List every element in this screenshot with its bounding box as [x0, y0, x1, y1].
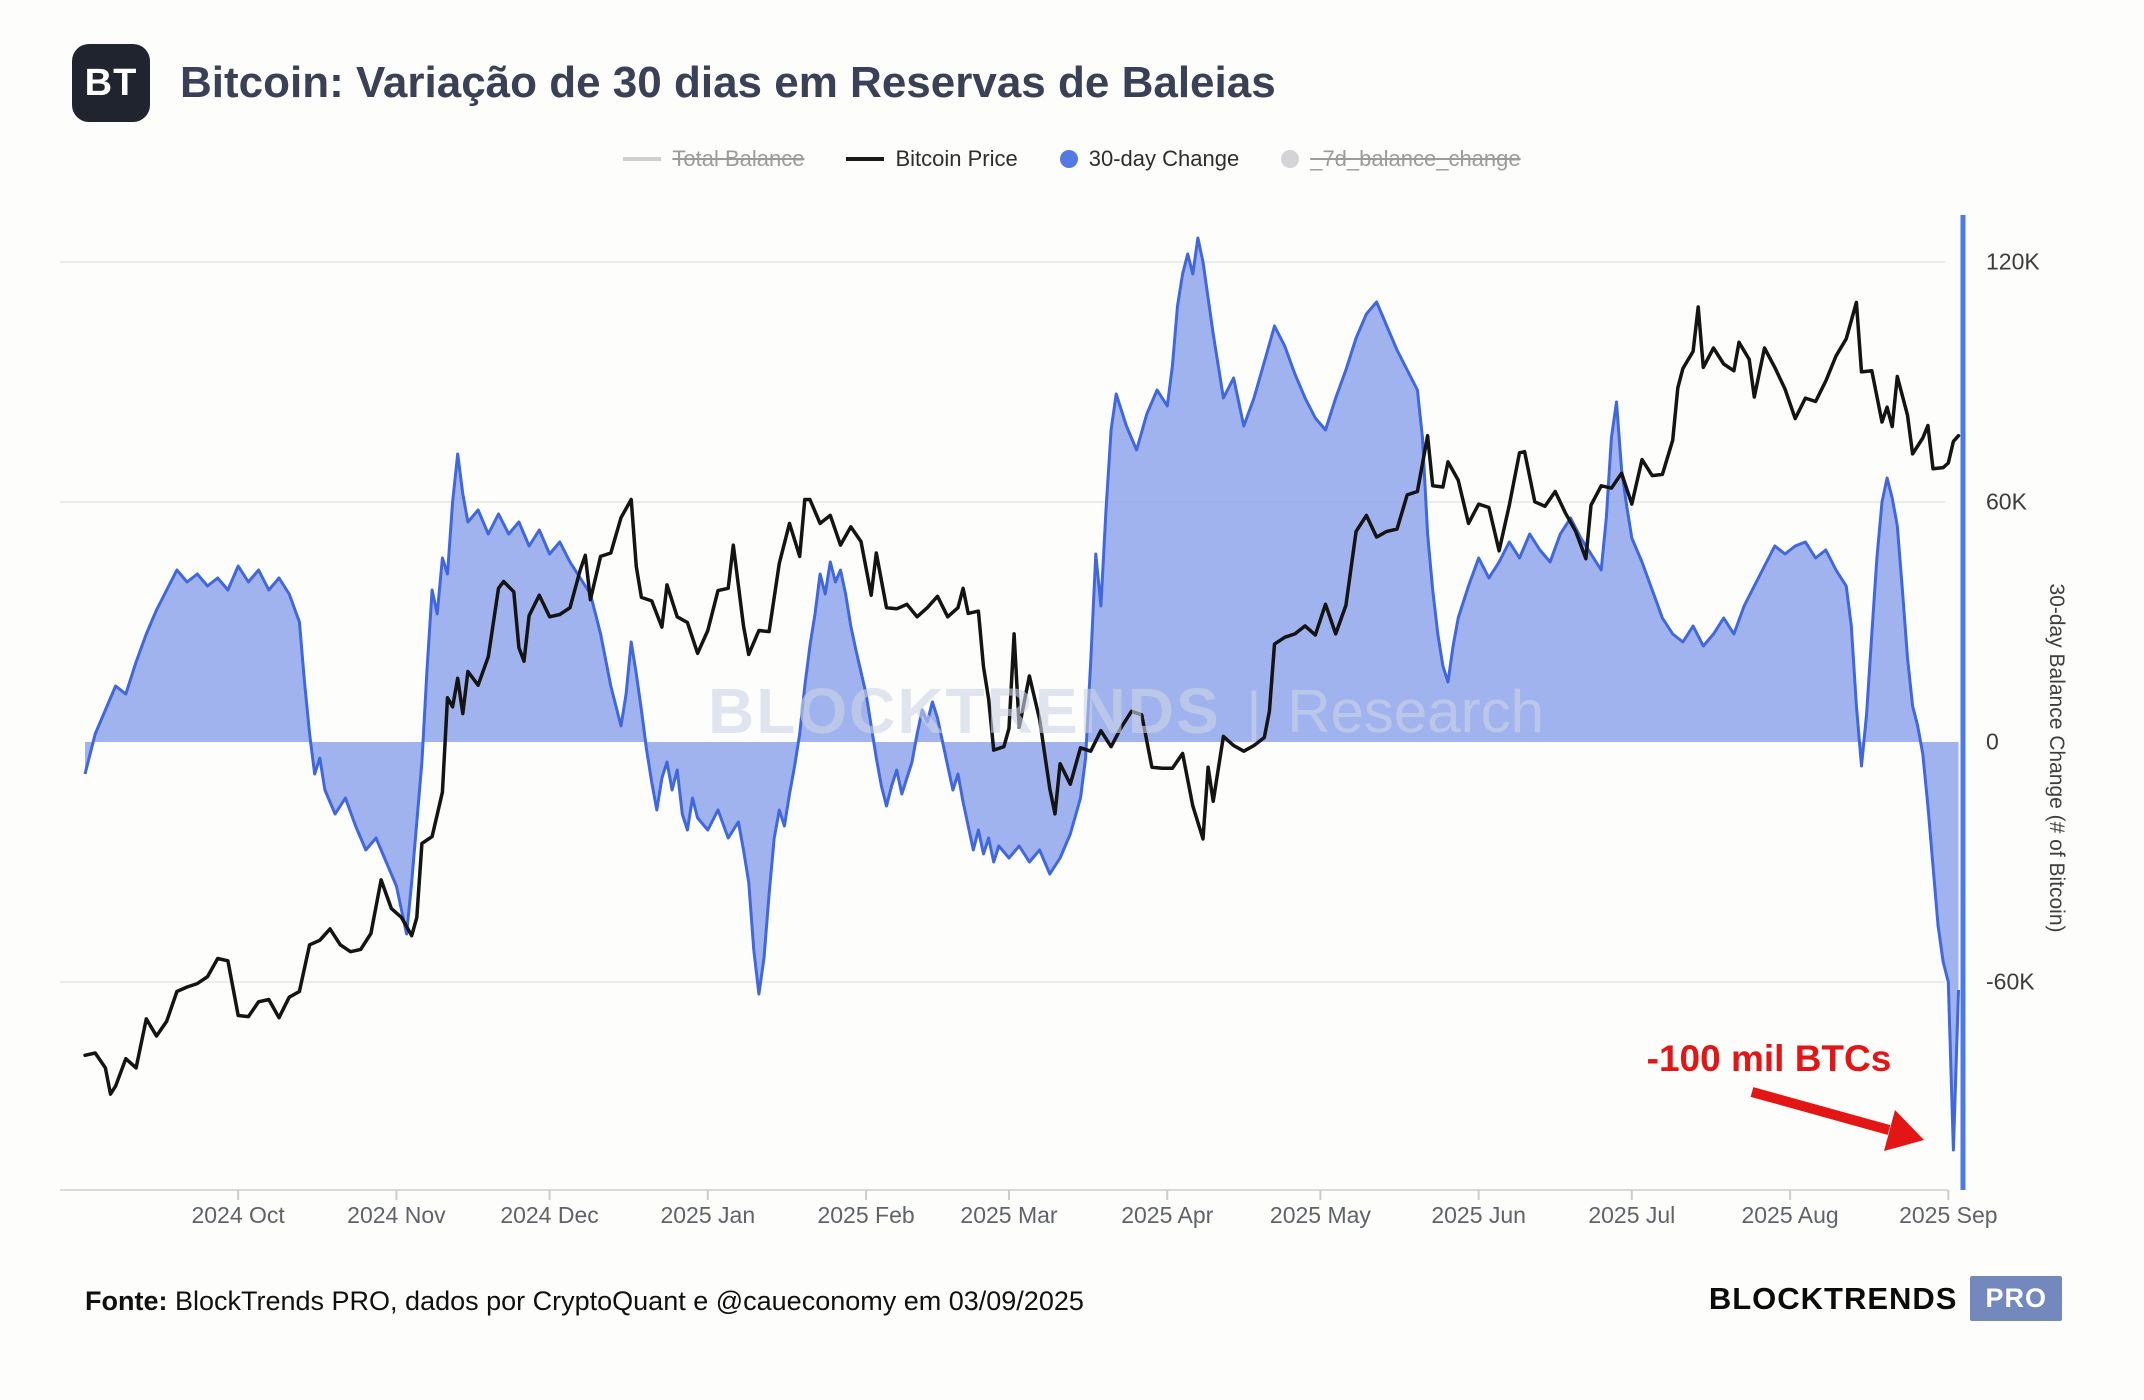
brand-pro-badge: PRO — [1970, 1276, 2062, 1321]
y-axis-title: 30-day Balance Change (# of Bitcoin) — [2045, 583, 2068, 933]
x-tick-label: 2025 May — [1269, 1202, 1371, 1228]
legend-marker — [623, 157, 662, 161]
legend-marker — [846, 157, 885, 161]
legend-item-30-day-change[interactable]: 30-day Change — [1059, 146, 1240, 172]
bt-logo-text: BT — [84, 61, 138, 104]
annotation-arrow-shaft — [1750, 1087, 1891, 1135]
x-tick-label: 2025 Jun — [1431, 1202, 1526, 1228]
line-bitcoin-price — [83, 300, 1961, 1096]
legend-marker — [1281, 150, 1300, 168]
area-30day-change — [85, 238, 1959, 1150]
x-tick-label: 2024 Oct — [191, 1202, 285, 1228]
legend-label: 30-day Change — [1088, 146, 1240, 171]
y-tick-label: 120K — [1986, 248, 2040, 275]
legend-item--7d-balance-change[interactable]: _7d_balance_change — [1281, 146, 1521, 172]
legend-marker — [1059, 150, 1078, 168]
x-tick-label: 2024 Nov — [347, 1202, 446, 1228]
x-tick-label: 2025 Feb — [817, 1202, 915, 1228]
source-label: Fonte: — [85, 1286, 168, 1316]
x-tick-label: 2025 Apr — [1121, 1202, 1214, 1228]
annotation-arrow-head — [1884, 1110, 1924, 1151]
x-tick-label: 2025 Jan — [660, 1202, 756, 1228]
annotation-text: -100 mil BTCs — [1646, 1038, 1892, 1079]
brand-footer: BLOCKTRENDS PRO — [1709, 1276, 2062, 1321]
source-text: BlockTrends PRO, dados por CryptoQuant e… — [167, 1286, 1084, 1316]
x-tick-label: 2024 Dec — [500, 1202, 599, 1228]
source-note: Fonte: BlockTrends PRO, dados por Crypto… — [85, 1286, 1084, 1317]
legend-label: Bitcoin Price — [895, 146, 1018, 171]
x-tick-label: 2025 Jul — [1588, 1202, 1676, 1228]
chart-legend: Total Balance Bitcoin Price 30-day Change _… — [0, 146, 2144, 172]
y-tick-label: 60K — [1986, 488, 2027, 515]
x-tick-label: 2025 Mar — [960, 1202, 1058, 1228]
legend-item-total-balance[interactable]: Total Balance — [623, 146, 804, 172]
brand-name: BLOCKTRENDS — [1708, 1280, 1958, 1316]
x-tick-label: 2025 Aug — [1741, 1202, 1839, 1228]
legend-label: _7d_balance_change — [1310, 146, 1521, 171]
legend-item-bitcoin-price[interactable]: Bitcoin Price — [846, 146, 1018, 172]
y-tick-label: -60K — [1986, 968, 2035, 995]
bt-logo: BT — [72, 44, 150, 122]
header: BT Bitcoin: Variação de 30 dias em Reser… — [72, 44, 1276, 122]
page-title: Bitcoin: Variação de 30 dias em Reservas… — [180, 58, 1276, 107]
area-30day-change-outline — [83, 236, 1960, 1152]
legend-label: Total Balance — [672, 146, 805, 171]
y-tick-label: 0 — [1986, 728, 1999, 755]
x-tick-label: 2025 Sep — [1899, 1202, 1998, 1228]
